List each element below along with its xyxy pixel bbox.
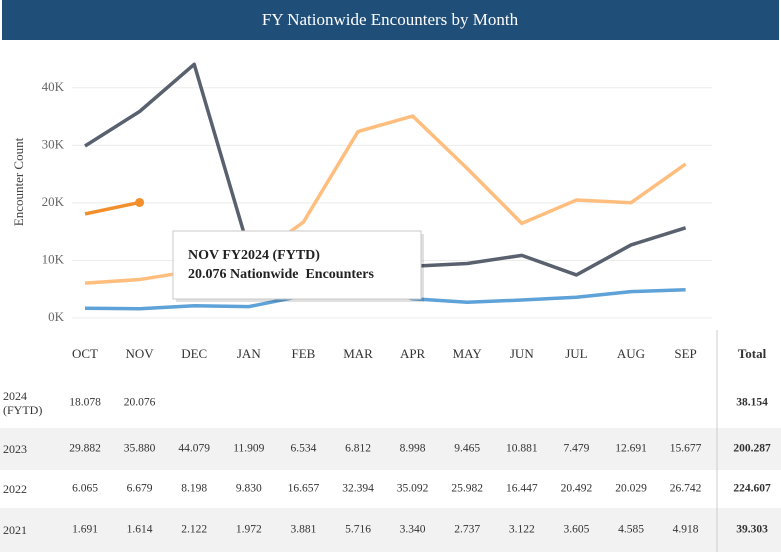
table-cell: 6.065	[72, 483, 98, 495]
row-label: 2022	[3, 482, 27, 496]
x-tick-label: AUG	[617, 346, 645, 361]
table-cell: 20.029	[615, 483, 647, 495]
x-tick-label: SEP	[674, 346, 696, 361]
tooltip-text: 20.076 Nationwide Encounters	[188, 267, 374, 282]
x-tick-label: OCT	[72, 346, 98, 361]
table-cell: 11.909	[233, 443, 264, 455]
table-cell: 35.092	[397, 483, 429, 495]
table-cell: 20.492	[561, 483, 593, 495]
table-cell: 3.881	[290, 524, 316, 536]
x-tick-label: FEB	[291, 346, 315, 361]
table-cell: 2.122	[181, 524, 207, 536]
hover-point	[135, 197, 145, 207]
table-cell: 6.812	[345, 443, 371, 455]
table-cell: 6.534	[290, 443, 316, 455]
table-cell: 1.691	[72, 524, 98, 536]
table-cell: 8.198	[181, 483, 207, 495]
x-tick-label: JAN	[237, 346, 261, 361]
table-cell: 8.998	[400, 443, 426, 455]
y-tick-label: 20K	[42, 194, 65, 209]
row-label-box: 2022	[3, 482, 27, 496]
x-tick-label: JUL	[565, 346, 587, 361]
table-total: 200.287	[733, 443, 771, 455]
table-cell: 15.677	[670, 443, 702, 455]
row-label: 2023	[3, 442, 27, 456]
row-label: 2021	[3, 523, 27, 537]
y-axis-label: Encounter Count	[11, 137, 26, 226]
x-tick-label: MAY	[453, 346, 483, 361]
table-cell: 16.447	[506, 483, 538, 495]
table-cell: 7.479	[563, 443, 589, 455]
table-cell: 35.880	[124, 443, 156, 455]
table-cell: 4.585	[618, 524, 644, 536]
table-cell: 20.076	[124, 397, 156, 409]
table-cell: 18.078	[69, 397, 101, 409]
series-line	[84, 200, 140, 216]
row-label-box: 2021	[3, 523, 27, 537]
row-label: 2024 (FYTD)	[3, 389, 43, 417]
total-header: Total	[738, 346, 767, 361]
table-total: 38.154	[736, 397, 768, 409]
table-cell: 9.465	[454, 443, 480, 455]
x-tick-label: DEC	[181, 346, 207, 361]
y-tick-label: 10K	[42, 251, 65, 266]
table-cell: 9.830	[236, 483, 262, 495]
table-cell: 4.918	[673, 524, 699, 536]
row-label-box: 2023	[3, 442, 27, 456]
x-tick-label: JUN	[510, 346, 534, 361]
table-cell: 32.394	[342, 483, 374, 495]
table-cell: 3.122	[509, 524, 535, 536]
table-cell: 10.881	[506, 443, 538, 455]
table-cell: 6.679	[127, 483, 153, 495]
y-tick-label: 0K	[48, 309, 65, 324]
table-cell: 2.737	[454, 524, 480, 536]
table-cell: 12.691	[615, 443, 647, 455]
y-tick-label: 40K	[42, 79, 65, 94]
table-cell: 29.882	[69, 443, 101, 455]
table-cell: 3.605	[563, 524, 589, 536]
row-label-box: 2024 (FYTD)	[3, 389, 43, 417]
tooltip-box	[172, 230, 422, 300]
table-cell: 3.340	[400, 524, 426, 536]
table-cell: 44.079	[178, 443, 210, 455]
table-cell: 16.657	[288, 483, 320, 495]
table-cell: 1.972	[236, 524, 262, 536]
tooltip: NOV FY2024 (FYTD) 20.076 Nationwide Enco…	[172, 230, 424, 302]
table-cell: 25.982	[451, 483, 483, 495]
x-tick-label: NOV	[126, 346, 155, 361]
row-shade	[0, 428, 781, 470]
table-cell: 1.614	[127, 524, 153, 536]
y-tick-label: 30K	[42, 136, 65, 151]
table-cell: 26.742	[670, 483, 702, 495]
chart-title: FY Nationwide Encounters by Month	[262, 10, 519, 29]
tooltip-title: NOV FY2024 (FYTD)	[188, 248, 320, 263]
table-total: 224.607	[733, 483, 771, 495]
x-tick-label: APR	[400, 346, 426, 361]
table-cell: 5.716	[345, 524, 371, 536]
row-shade	[0, 508, 781, 552]
plot: 0K 10K 20K 30K 40K OCT NOV DEC JAN FEB MAR APR MAY JU…	[3, 62, 771, 537]
table-total: 39.303	[736, 524, 768, 536]
x-tick-label: MAR	[343, 346, 373, 361]
title-bar	[2, 0, 779, 40]
